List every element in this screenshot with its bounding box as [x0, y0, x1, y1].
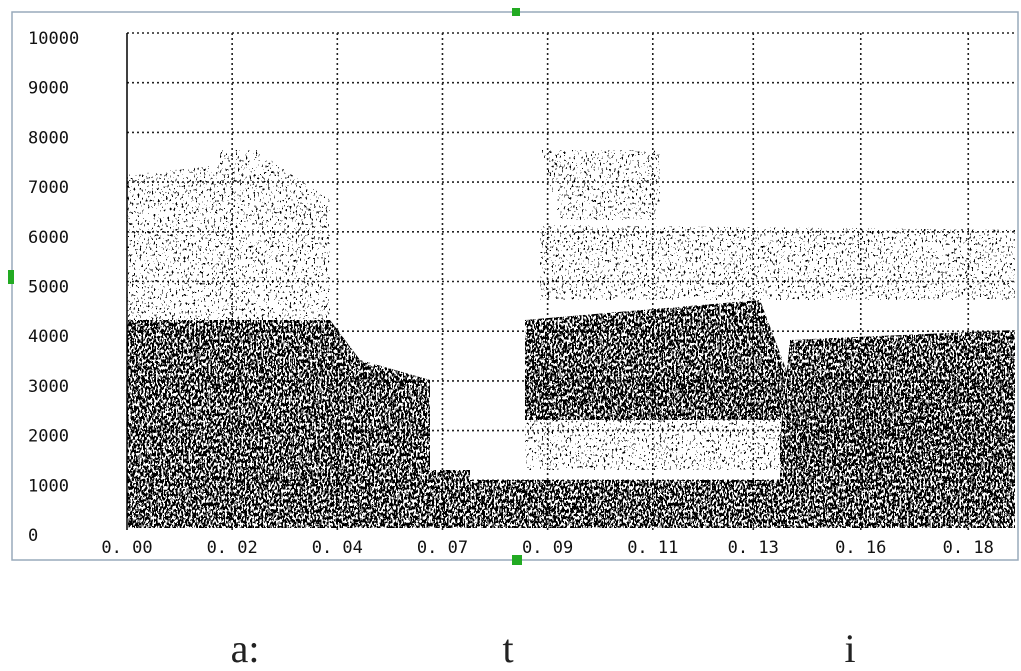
x-tick-label: 0. 09 — [522, 538, 573, 558]
y-tick-label: 6000 — [28, 228, 69, 248]
annotation: a: — [231, 626, 260, 671]
x-tick-label: 0. 16 — [835, 538, 886, 558]
y-tick-label: 9000 — [28, 79, 69, 99]
handle — [512, 555, 522, 565]
y-tick-label: 7000 — [28, 178, 69, 198]
x-tick-label: 0. 13 — [728, 538, 779, 558]
y-tick-label: 3000 — [28, 377, 69, 397]
y-tick-label: 5000 — [28, 278, 69, 298]
y-tick-label: 1000 — [28, 476, 69, 496]
x-tick-label: 0. 00 — [101, 538, 152, 558]
x-tick-label: 0. 04 — [312, 538, 363, 558]
annotation: i — [844, 626, 855, 671]
y-tick-label: 8000 — [28, 128, 69, 148]
x-tick-label: 0. 07 — [417, 538, 468, 558]
x-tick-label: 0. 18 — [943, 538, 994, 558]
y-tick-label: 0 — [28, 526, 38, 546]
y-tick-label: 4000 — [28, 327, 69, 347]
handle — [512, 8, 520, 16]
y-tick-label: 2000 — [28, 427, 69, 447]
annotation: t — [502, 626, 513, 671]
x-tick-label: 0. 02 — [207, 538, 258, 558]
x-tick-label: 0. 11 — [627, 538, 678, 558]
spectrogram-texture — [127, 150, 1015, 528]
handle — [8, 270, 14, 284]
chart: a: t i 0 1000 2000 3000 4000 5000 6000 7000 8000… — [0, 0, 1021, 671]
y-tick-label: 10000 — [28, 29, 79, 49]
